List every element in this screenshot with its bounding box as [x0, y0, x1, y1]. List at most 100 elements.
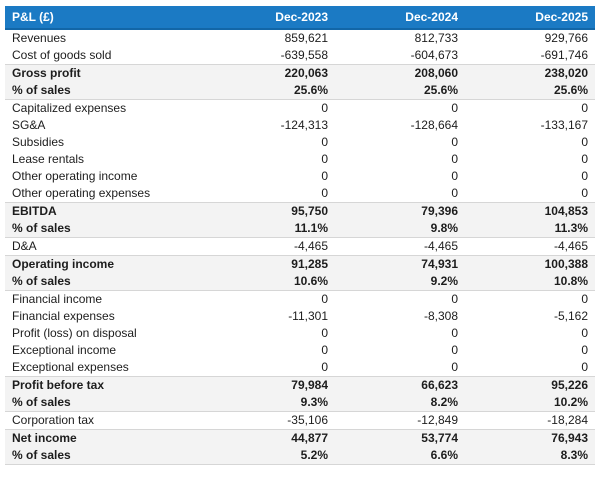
table-row: Other operating income 0 0 0	[5, 168, 595, 185]
table-row: Subsidies 0 0 0	[5, 134, 595, 151]
cell-value: 0	[465, 185, 595, 203]
row-label: Revenues	[5, 29, 205, 47]
cell-value: 238,020	[465, 64, 595, 82]
cell-value: -639,558	[205, 47, 335, 65]
row-label: EBITDA	[5, 202, 205, 220]
row-label: Cost of goods sold	[5, 47, 205, 65]
cell-value: 0	[335, 342, 465, 359]
section-total-row: % of sales 9.3% 8.2% 10.2%	[5, 394, 595, 412]
row-label: Lease rentals	[5, 151, 205, 168]
table-row: Exceptional income 0 0 0	[5, 342, 595, 359]
cell-value: 0	[205, 290, 335, 308]
table-title: P&L (£)	[5, 6, 205, 30]
cell-value: 0	[205, 359, 335, 377]
cell-value: 8.2%	[335, 394, 465, 412]
cell-value: -691,746	[465, 47, 595, 65]
cell-value: 0	[335, 359, 465, 377]
row-label: Subsidies	[5, 134, 205, 151]
table-row: Financial expenses -11,301 -8,308 -5,162	[5, 308, 595, 325]
cell-value: 9.3%	[205, 394, 335, 412]
row-label: Capitalized expenses	[5, 99, 205, 117]
cell-value: -133,167	[465, 117, 595, 134]
cell-value: 0	[335, 185, 465, 203]
row-label: Corporation tax	[5, 411, 205, 430]
cell-value: 11.3%	[465, 220, 595, 238]
cell-value: 100,388	[465, 255, 595, 273]
cell-value: -5,162	[465, 308, 595, 325]
row-label: Other operating expenses	[5, 185, 205, 203]
section-total-row: % of sales 25.6% 25.6% 25.6%	[5, 82, 595, 100]
cell-value: 859,621	[205, 29, 335, 47]
cell-value: 0	[465, 342, 595, 359]
cell-value: 25.6%	[465, 82, 595, 100]
cell-value: 0	[465, 134, 595, 151]
section-total-row: % of sales 5.2% 6.6% 8.3%	[5, 447, 595, 465]
row-label: % of sales	[5, 394, 205, 412]
cell-value: 95,226	[465, 376, 595, 394]
cell-value: 0	[205, 168, 335, 185]
cell-value: -4,465	[335, 237, 465, 256]
row-label: % of sales	[5, 220, 205, 238]
row-label: SG&A	[5, 117, 205, 134]
column-header-year-3: Dec-2025	[465, 6, 595, 30]
cell-value: 11.1%	[205, 220, 335, 238]
column-header-year-1: Dec-2023	[205, 6, 335, 30]
cell-value: 0	[465, 151, 595, 168]
cell-value: 74,931	[335, 255, 465, 273]
cell-value: 0	[465, 325, 595, 342]
table-row: SG&A -124,313 -128,664 -133,167	[5, 117, 595, 134]
cell-value: -8,308	[335, 308, 465, 325]
cell-value: -11,301	[205, 308, 335, 325]
row-label: D&A	[5, 237, 205, 256]
cell-value: -128,664	[335, 117, 465, 134]
cell-value: -12,849	[335, 411, 465, 430]
cell-value: 79,984	[205, 376, 335, 394]
cell-value: -4,465	[205, 237, 335, 256]
cell-value: 0	[205, 99, 335, 117]
row-label: % of sales	[5, 82, 205, 100]
table-row: Financial income 0 0 0	[5, 290, 595, 308]
section-total-row: Operating income 91,285 74,931 100,388	[5, 255, 595, 273]
cell-value: 0	[205, 185, 335, 203]
section-total-row: % of sales 11.1% 9.8% 11.3%	[5, 220, 595, 238]
cell-value: 0	[465, 99, 595, 117]
cell-value: 0	[335, 325, 465, 342]
row-label: Profit before tax	[5, 376, 205, 394]
row-label: % of sales	[5, 273, 205, 291]
section-total-row: Net income 44,877 53,774 76,943	[5, 429, 595, 447]
pnl-table: P&L (£) Dec-2023 Dec-2024 Dec-2025 Reven…	[5, 6, 595, 465]
table-row: Exceptional expenses 0 0 0	[5, 359, 595, 377]
table-row: Capitalized expenses 0 0 0	[5, 99, 595, 117]
cell-value: 5.2%	[205, 447, 335, 465]
cell-value: 929,766	[465, 29, 595, 47]
cell-value: 0	[205, 134, 335, 151]
table-row: Corporation tax -35,106 -12,849 -18,284	[5, 411, 595, 430]
cell-value: 0	[205, 325, 335, 342]
cell-value: 6.6%	[335, 447, 465, 465]
row-label: Profit (loss) on disposal	[5, 325, 205, 342]
cell-value: 812,733	[335, 29, 465, 47]
cell-value: 208,060	[335, 64, 465, 82]
cell-value: 0	[335, 290, 465, 308]
section-total-row: EBITDA 95,750 79,396 104,853	[5, 202, 595, 220]
row-label: Other operating income	[5, 168, 205, 185]
row-label: Gross profit	[5, 64, 205, 82]
cell-value: 79,396	[335, 202, 465, 220]
cell-value: -18,284	[465, 411, 595, 430]
cell-value: 9.2%	[335, 273, 465, 291]
cell-value: 10.2%	[465, 394, 595, 412]
table-row: D&A -4,465 -4,465 -4,465	[5, 237, 595, 256]
cell-value: 91,285	[205, 255, 335, 273]
row-label: Net income	[5, 429, 205, 447]
cell-value: -35,106	[205, 411, 335, 430]
section-total-row: Gross profit 220,063 208,060 238,020	[5, 64, 595, 82]
cell-value: 104,853	[465, 202, 595, 220]
table-row: Cost of goods sold -639,558 -604,673 -691,7…	[5, 47, 595, 65]
table-row: Other operating expenses 0 0 0	[5, 185, 595, 203]
section-total-row: % of sales 10.6% 9.2% 10.8%	[5, 273, 595, 291]
cell-value: 0	[465, 168, 595, 185]
cell-value: 25.6%	[205, 82, 335, 100]
cell-value: 95,750	[205, 202, 335, 220]
cell-value: 0	[205, 151, 335, 168]
cell-value: 0	[335, 99, 465, 117]
